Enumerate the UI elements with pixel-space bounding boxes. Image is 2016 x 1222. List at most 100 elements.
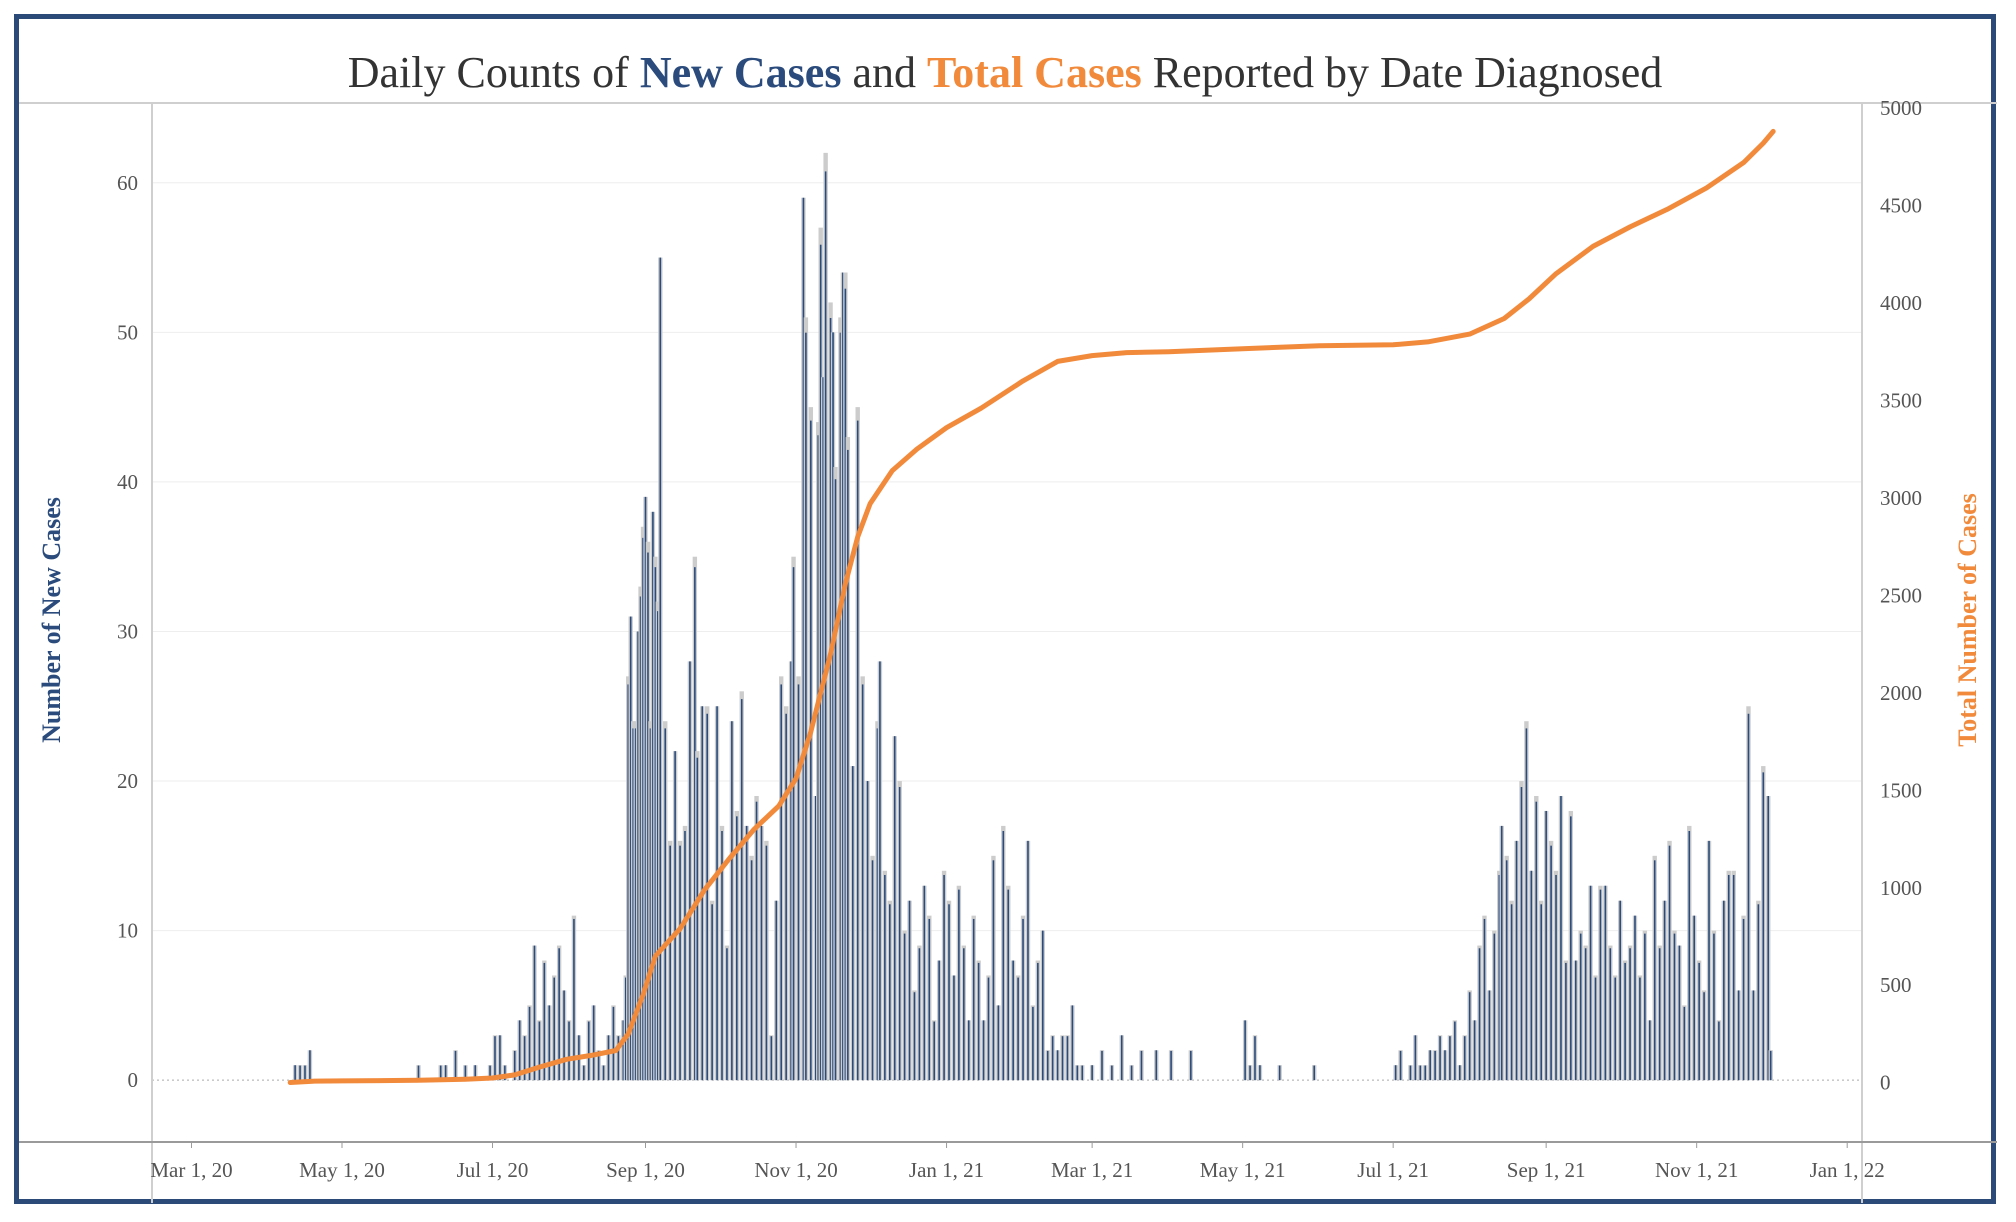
bar-core-2020-12-11 [893, 736, 896, 1081]
bar-core-2020-06-24 [474, 1065, 477, 1081]
title-new-cases: New Cases [639, 48, 842, 97]
y-tick-label-30: 30 [117, 619, 138, 643]
bar-core-2020-04-12 [294, 1065, 296, 1081]
bar-core-2021-08-20 [1515, 840, 1518, 1081]
bar-core-2021-07-26 [1454, 1021, 1456, 1081]
bar-core-2021-11-06 [1708, 840, 1710, 1081]
bar-core-2021-09-07 [1560, 796, 1562, 1081]
bar-core-2021-09-21 [1594, 977, 1597, 1081]
bar-core-2020-11-24 [851, 766, 854, 1081]
bar-core-2020-06-01 [417, 1065, 420, 1081]
bar-core-2020-11-12 [822, 377, 824, 1081]
bar-core-2020-07-20 [538, 1021, 541, 1081]
bar-core-2020-11-26 [856, 420, 859, 1081]
bar-core-2020-08-01 [568, 1021, 570, 1081]
total-cases-line-group [287, 128, 1776, 1085]
bar-core-2021-09-19 [1589, 885, 1592, 1081]
bar-core-2020-08-03 [573, 918, 575, 1081]
bar-core-2021-02-03 [1027, 840, 1029, 1081]
bar-core-2020-12-31 [943, 874, 945, 1081]
bar-core-2020-09-01 [644, 496, 647, 1081]
bar-core-2021-01-04 [953, 975, 955, 1081]
bar-core-2020-12-02 [871, 860, 874, 1081]
bar-core-2020-06-30 [489, 1065, 491, 1081]
y-tick-label-60: 60 [117, 171, 138, 195]
bar-core-2020-12-23 [923, 885, 926, 1081]
bar-core-2020-11-30 [866, 781, 869, 1081]
bar-core-2021-05-04 [1249, 1065, 1251, 1081]
bar-core-2021-11-08 [1713, 933, 1715, 1081]
bar-core-2020-12-09 [888, 904, 891, 1081]
y2-tick-label-3000: 3000 [1880, 486, 1922, 510]
bar-core-2020-09-05 [654, 567, 657, 1081]
bar-core-2020-11-11 [819, 244, 822, 1081]
bar-core-2021-01-06 [958, 889, 960, 1081]
bar-core-2021-07-18 [1434, 1050, 1436, 1081]
bar-core-2021-01-26 [1007, 889, 1010, 1081]
bar-core-2020-07-24 [548, 1005, 551, 1081]
bar-core-2020-08-23 [622, 1020, 625, 1081]
bar-core-2020-12-13 [898, 787, 901, 1081]
bar-core-2021-11-16 [1732, 874, 1735, 1081]
bar-core-2021-08-11 [1493, 933, 1496, 1081]
bar-core-2020-09-03 [649, 728, 652, 1081]
bar-core-2020-09-07 [659, 257, 662, 1081]
bar-core-2021-01-22 [997, 1005, 1000, 1081]
bar-core-2020-07-28 [558, 948, 560, 1081]
bar-core-2020-08-29 [637, 631, 639, 1081]
bar-core-2021-07-28 [1458, 1065, 1461, 1081]
bar-core-2020-07-04 [499, 1035, 501, 1081]
bar-core-2020-07-10 [513, 1050, 516, 1081]
bar-core-2021-10-21 [1668, 845, 1671, 1081]
y-axis-label-left: Number of New Cases [37, 497, 66, 743]
bar-core-2020-10-31 [792, 567, 795, 1081]
bar-core-2021-01-14 [977, 962, 980, 1081]
bar-core-2020-10-12 [745, 825, 748, 1081]
bar-core-2020-09-17 [684, 830, 686, 1081]
bar-core-2021-01-02 [948, 904, 950, 1081]
bar-core-2021-12-01 [1769, 1050, 1772, 1081]
bar-core-2020-09-11 [669, 845, 671, 1081]
bar-core-2020-09-28 [711, 904, 713, 1081]
bar-core-2020-11-17 [834, 479, 837, 1081]
bar-core-2021-09-15 [1579, 933, 1582, 1081]
bar-core-2020-11-09 [814, 796, 817, 1081]
bar-core-2020-08-25 [627, 684, 630, 1081]
bar-core-2021-10-27 [1683, 1006, 1686, 1081]
y2-tick-label-0: 0 [1880, 1071, 1891, 1095]
bar-core-2021-07-22 [1444, 1050, 1446, 1081]
bar-core-2020-11-05 [805, 332, 807, 1081]
bar-core-2021-01-20 [992, 860, 995, 1081]
title-middle: and [841, 48, 927, 97]
bar-core-2021-10-17 [1658, 948, 1661, 1081]
bar-core-2021-03-09 [1111, 1065, 1113, 1081]
bar-core-2020-10-20 [765, 845, 768, 1081]
title-prefix: Daily Counts of [347, 48, 640, 97]
bar-core-2021-03-17 [1130, 1065, 1133, 1081]
bar-core-2020-09-21 [694, 567, 696, 1081]
bar-core-2021-03-01 [1091, 1065, 1093, 1081]
bar-core-2021-03-05 [1101, 1050, 1103, 1081]
bar-core-2020-08-11 [592, 1005, 595, 1081]
bar-core-2021-01-18 [987, 977, 990, 1081]
bar-core-2021-02-07 [1037, 962, 1039, 1081]
new-cases-bars [292, 152, 1773, 1081]
bar-core-2020-08-27 [632, 728, 634, 1081]
bar-core-2021-07-16 [1429, 1050, 1431, 1081]
bar-core-2020-10-14 [750, 860, 753, 1081]
y2-tick-label-5000: 5000 [1880, 96, 1922, 120]
bar-core-2020-10-26 [780, 684, 783, 1081]
bar-core-2021-09-29 [1614, 977, 1617, 1081]
bar-core-2021-10-19 [1663, 900, 1666, 1081]
bar-core-2020-10-18 [760, 825, 763, 1081]
x-tick-label-2021-01-01: Jan 1, 21 [909, 1158, 984, 1182]
axes [19, 102, 1997, 1203]
bar-core-2021-01-12 [972, 918, 975, 1081]
x-tick-label-2020-05-01: May 1, 20 [299, 1158, 385, 1182]
bar-core-2021-08-09 [1488, 990, 1491, 1081]
bar-core-2021-02-23 [1076, 1065, 1079, 1081]
bar-core-2021-09-27 [1609, 948, 1612, 1081]
bar-core-2020-04-18 [309, 1050, 311, 1081]
bar-core-2021-11-10 [1718, 1021, 1720, 1081]
bar-core-2020-09-22 [696, 757, 699, 1081]
